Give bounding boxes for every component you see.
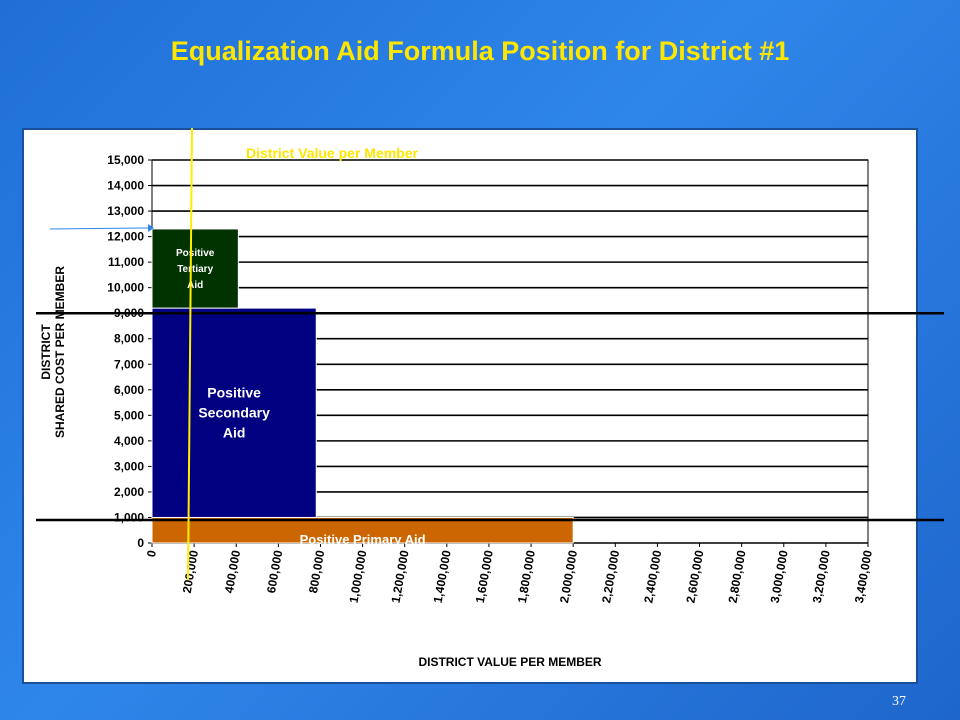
y-tick-label: 10,000 (107, 281, 144, 295)
y-tick-label: 7,000 (114, 357, 144, 371)
y-axis-label-line-2: SHARED COST PER MEMBER (53, 266, 67, 438)
x-tick-label: 2,000,000 (557, 549, 580, 604)
y-tick-label: 13,000 (107, 204, 144, 218)
pointer-arrow-line (49, 227, 149, 230)
aid-label-tertiary-word: Tertiary (177, 264, 213, 275)
y-tick-label: 3,000 (114, 459, 144, 473)
x-tick-label: 1,400,000 (431, 549, 454, 604)
x-axis-label: DISTRICT VALUE PER MEMBER (418, 655, 601, 669)
y-tick-label: 15,000 (107, 153, 144, 167)
aid-bar-tertiary (151, 228, 239, 309)
y-tick-label: 2,000 (114, 485, 144, 499)
x-tick-label: 3,000,000 (768, 549, 791, 604)
x-tick-label: 1,800,000 (515, 549, 538, 604)
y-axis-label-line-1: DISTRICT (39, 324, 53, 380)
x-tick-label: 800,000 (306, 549, 327, 594)
x-tick-label: 2,400,000 (641, 549, 664, 604)
aid-label-tertiary-word: Positive (176, 248, 215, 259)
x-tick-label: 600,000 (264, 549, 285, 594)
x-tick-label: 1,000,000 (346, 549, 369, 604)
x-tick-label: 2,200,000 (599, 549, 622, 604)
slide-title: Equalization Aid Formula Position for Di… (170, 36, 790, 66)
y-tick-label: 6,000 (114, 383, 144, 397)
x-tick-label: 2,800,000 (726, 549, 749, 604)
x-tick-label: 1,600,000 (473, 549, 496, 604)
y-tick-label: 14,000 (107, 179, 144, 193)
page-number: 37 (892, 694, 906, 709)
x-tick-label: 0 (144, 549, 159, 558)
aid-label-tertiary-word: Aid (187, 280, 203, 291)
y-tick-label: 5,000 (114, 408, 144, 422)
aid-label-secondary-word: Positive (207, 384, 261, 400)
x-tick-label: 400,000 (222, 549, 243, 594)
x-tick-label: 200,000 (180, 549, 201, 594)
y-tick-label: 12,000 (107, 230, 144, 244)
aid-bar-secondary (151, 307, 317, 518)
y-tick-label: 4,000 (114, 434, 144, 448)
aid-bar-primary (151, 516, 574, 544)
y-tick-label: 8,000 (114, 332, 144, 346)
chart-title: District Value per Member (246, 145, 419, 161)
x-tick-label: 2,600,000 (683, 549, 706, 604)
y-tick-label: 0 (137, 536, 144, 550)
y-tick-label: 1,000 (114, 510, 144, 524)
aid-label-secondary-word: Secondary (198, 404, 270, 420)
y-tick-label: 11,000 (108, 255, 144, 269)
aid-label-secondary-word: Aid (223, 424, 246, 440)
x-tick-label: 3,200,000 (810, 549, 833, 604)
pointer-arrow-head (148, 223, 154, 232)
x-tick-label: 3,400,000 (852, 549, 875, 604)
district-value-line (187, 127, 194, 581)
x-tick-label: 1,200,000 (389, 549, 412, 604)
aid-label-primary: Positive Primary Aid (300, 532, 426, 547)
